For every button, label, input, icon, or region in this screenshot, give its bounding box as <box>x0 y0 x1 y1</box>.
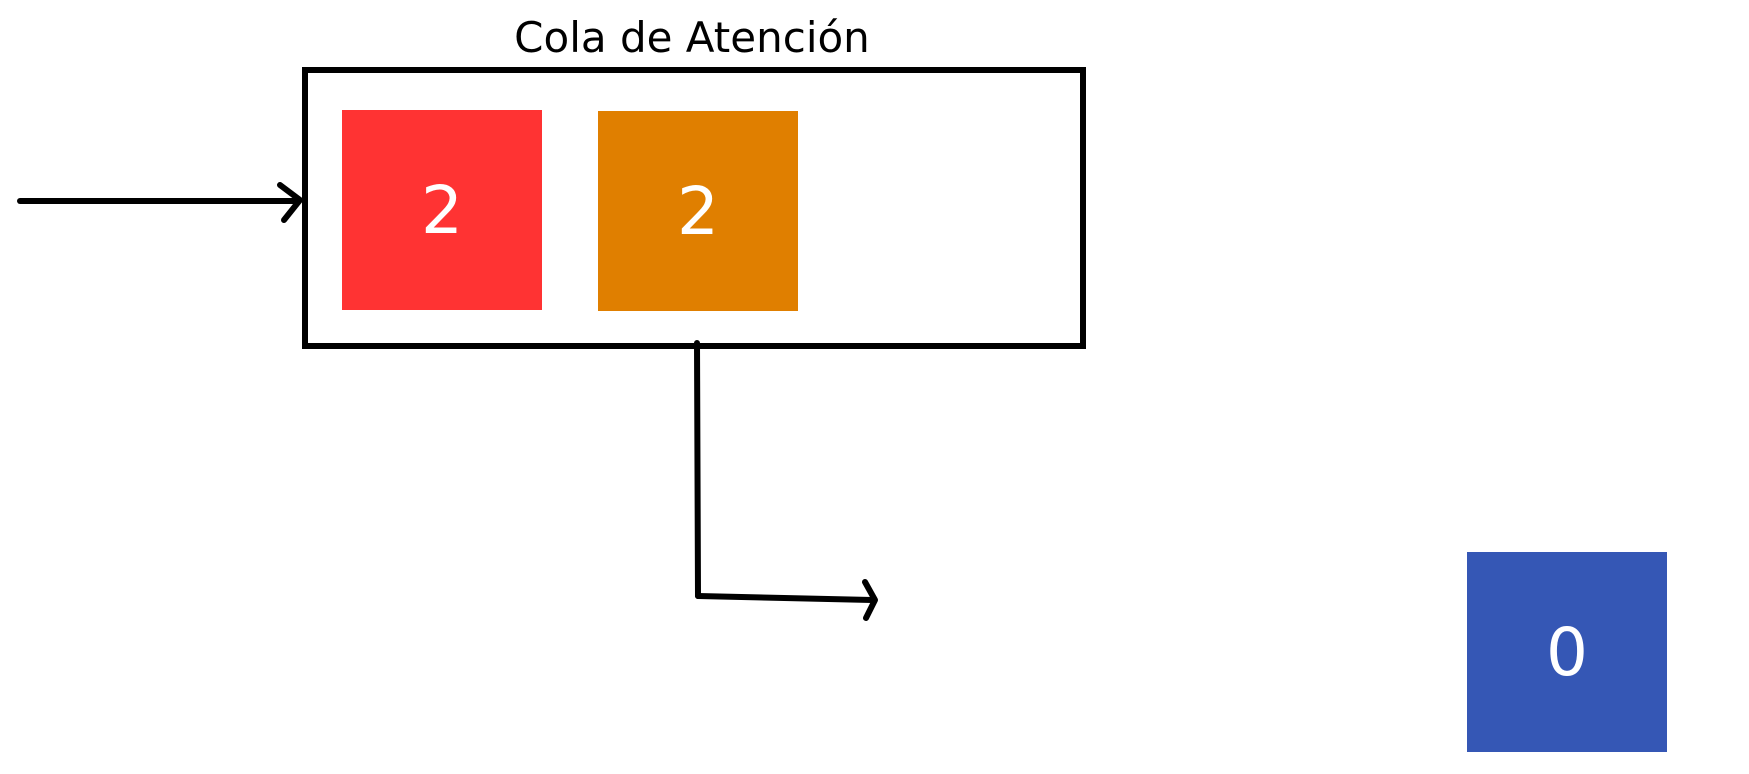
outgoing-arrow <box>694 340 878 621</box>
served-item: 0 <box>1467 552 1667 752</box>
incoming-arrow <box>17 182 303 223</box>
queue-title: Cola de Atención <box>514 13 870 62</box>
served-item-label: 0 <box>1546 613 1588 691</box>
queue-box <box>302 67 1086 349</box>
queue-item-1-label: 2 <box>421 171 463 249</box>
queue-item-2: 2 <box>598 111 798 311</box>
queue-item-2-label: 2 <box>677 172 719 250</box>
queue-item-1: 2 <box>342 110 542 310</box>
